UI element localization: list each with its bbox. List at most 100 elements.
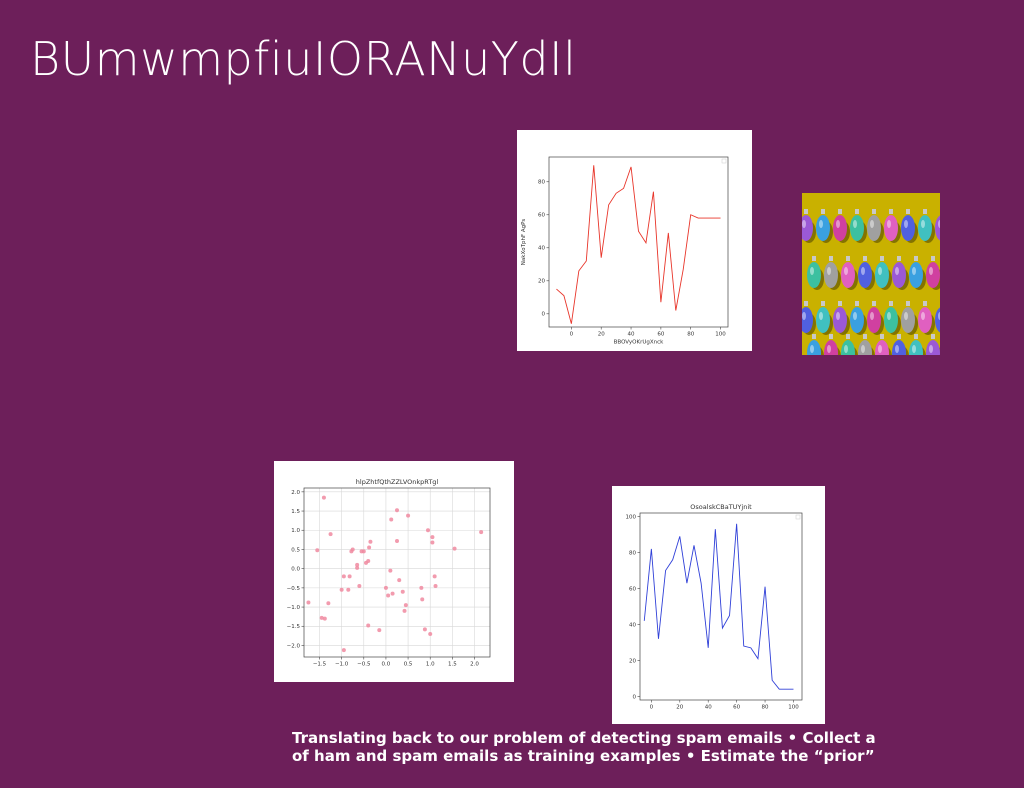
- ornament-cap: [872, 301, 876, 306]
- scatter-point: [432, 574, 437, 579]
- y-axis-label: NakXoTphF AgPs: [521, 219, 527, 266]
- ornament-highlight: [844, 345, 848, 353]
- ornament-highlight: [938, 312, 940, 320]
- scatter-point: [389, 517, 394, 522]
- y-tick-label: −1.0: [287, 605, 301, 611]
- christmas-ornaments-photo: [802, 193, 940, 355]
- ornament-cap: [812, 334, 816, 339]
- scatter-point: [400, 589, 405, 594]
- y-tick-label: −0.5: [287, 586, 301, 592]
- x-tick-label: 0.5: [404, 662, 413, 668]
- y-tick-label: 20: [629, 658, 636, 664]
- ornament: [807, 262, 821, 288]
- y-tick-label: 100: [626, 515, 637, 521]
- scatter-point: [406, 513, 411, 518]
- ornament: [918, 307, 932, 333]
- plot-frame: [303, 487, 491, 658]
- y-tick-label: 40: [629, 622, 636, 628]
- scatter-point: [433, 583, 438, 588]
- scatter-point: [322, 616, 327, 621]
- ornament: [875, 262, 889, 288]
- ornament-cap: [855, 301, 859, 306]
- y-tick-label: 80: [538, 180, 545, 186]
- ornament-highlight: [938, 220, 940, 228]
- scatter-point: [366, 558, 371, 563]
- legend-box: [721, 158, 727, 164]
- ornament: [892, 262, 906, 288]
- ornament-cap: [821, 301, 825, 306]
- slide-body-text: Translating back to our problem of detec…: [292, 729, 932, 765]
- body-line-2: of ham and spam emails as training examp…: [292, 747, 875, 765]
- red-line-chart-svg: 0 20 40 60 80 100 0 20 40 60 80 BBOVyOKrUgXnck NakXo…: [521, 156, 729, 346]
- scatter-point: [361, 549, 366, 554]
- ornament-cap: [880, 256, 884, 261]
- scatter-point: [341, 574, 346, 579]
- scatter-point: [386, 593, 391, 598]
- ornament: [807, 340, 821, 355]
- ornament: [858, 340, 872, 355]
- ornament: [867, 215, 881, 241]
- ornament: [935, 307, 940, 333]
- y-tick-label: 80: [629, 550, 636, 556]
- ornament-cap: [897, 256, 901, 261]
- x-tick-label: 40: [705, 705, 712, 711]
- ornament-highlight: [878, 345, 882, 353]
- y-tick-label: 0: [542, 312, 546, 318]
- x-tick-label: 0.0: [382, 662, 391, 668]
- ornament-cap: [906, 209, 910, 214]
- x-axis-label: BBOVyOKrUgXnck: [614, 340, 665, 346]
- ornament: [816, 307, 830, 333]
- ornament-highlight: [929, 345, 933, 353]
- x-tick-label: 80: [687, 332, 694, 338]
- scatter-point: [341, 648, 346, 653]
- ornament-highlight: [870, 220, 874, 228]
- y-tick-label: 40: [538, 246, 545, 252]
- y-tick-label: 0.5: [291, 547, 300, 553]
- ornament-cap: [889, 209, 893, 214]
- ornament-highlight: [904, 312, 908, 320]
- ornament: [909, 340, 923, 355]
- ornament-highlight: [853, 312, 857, 320]
- ornament-highlight: [895, 345, 899, 353]
- ornament-highlight: [853, 220, 857, 228]
- ornament-cap: [804, 209, 808, 214]
- ornament-cap: [863, 256, 867, 261]
- ornament: [833, 215, 847, 241]
- scatter-point: [390, 591, 395, 596]
- ornament: [816, 215, 830, 241]
- ornament-cap: [855, 209, 859, 214]
- x-tick-label: 60: [733, 705, 740, 711]
- ornament-highlight: [921, 220, 925, 228]
- y-tick-label: 1.0: [291, 528, 300, 534]
- ornament-cap: [846, 256, 850, 261]
- series-line: [556, 165, 721, 324]
- scatter-chart-svg: −1.5 −1.0 −0.5 0.0 0.5 1.0 1.5 2.0 −2.0 −1.5 −1.0 −…: [287, 478, 491, 668]
- x-tick-label: 100: [788, 705, 799, 711]
- ornament-highlight: [921, 312, 925, 320]
- ornament-highlight: [861, 267, 865, 275]
- ornament-highlight: [836, 312, 840, 320]
- scatter-point: [420, 597, 425, 602]
- ornament: [875, 340, 889, 355]
- body-line-1: Translating back to our problem of detec…: [292, 729, 876, 747]
- plot-frame: [548, 156, 729, 328]
- scatter-point: [319, 615, 324, 620]
- scatter-point: [321, 495, 326, 500]
- chart-title: OsoalskCBaTUYjnit: [690, 503, 752, 511]
- plot-frame: [639, 512, 803, 701]
- x-tick-label: 60: [657, 332, 664, 338]
- ornament-highlight: [819, 220, 823, 228]
- ornament-highlight: [810, 267, 814, 275]
- scatter-point: [355, 565, 360, 570]
- ornament-highlight: [870, 312, 874, 320]
- ornament-cap: [914, 256, 918, 261]
- scatter-point: [328, 532, 333, 537]
- ornament-highlight: [802, 312, 806, 320]
- ornament: [841, 262, 855, 288]
- ornament-highlight: [844, 267, 848, 275]
- x-tick-label: 2.0: [470, 662, 479, 668]
- scatter-point: [377, 628, 382, 633]
- scatter-point: [357, 583, 362, 588]
- ornament-highlight: [819, 312, 823, 320]
- x-tick-label: 20: [676, 705, 683, 711]
